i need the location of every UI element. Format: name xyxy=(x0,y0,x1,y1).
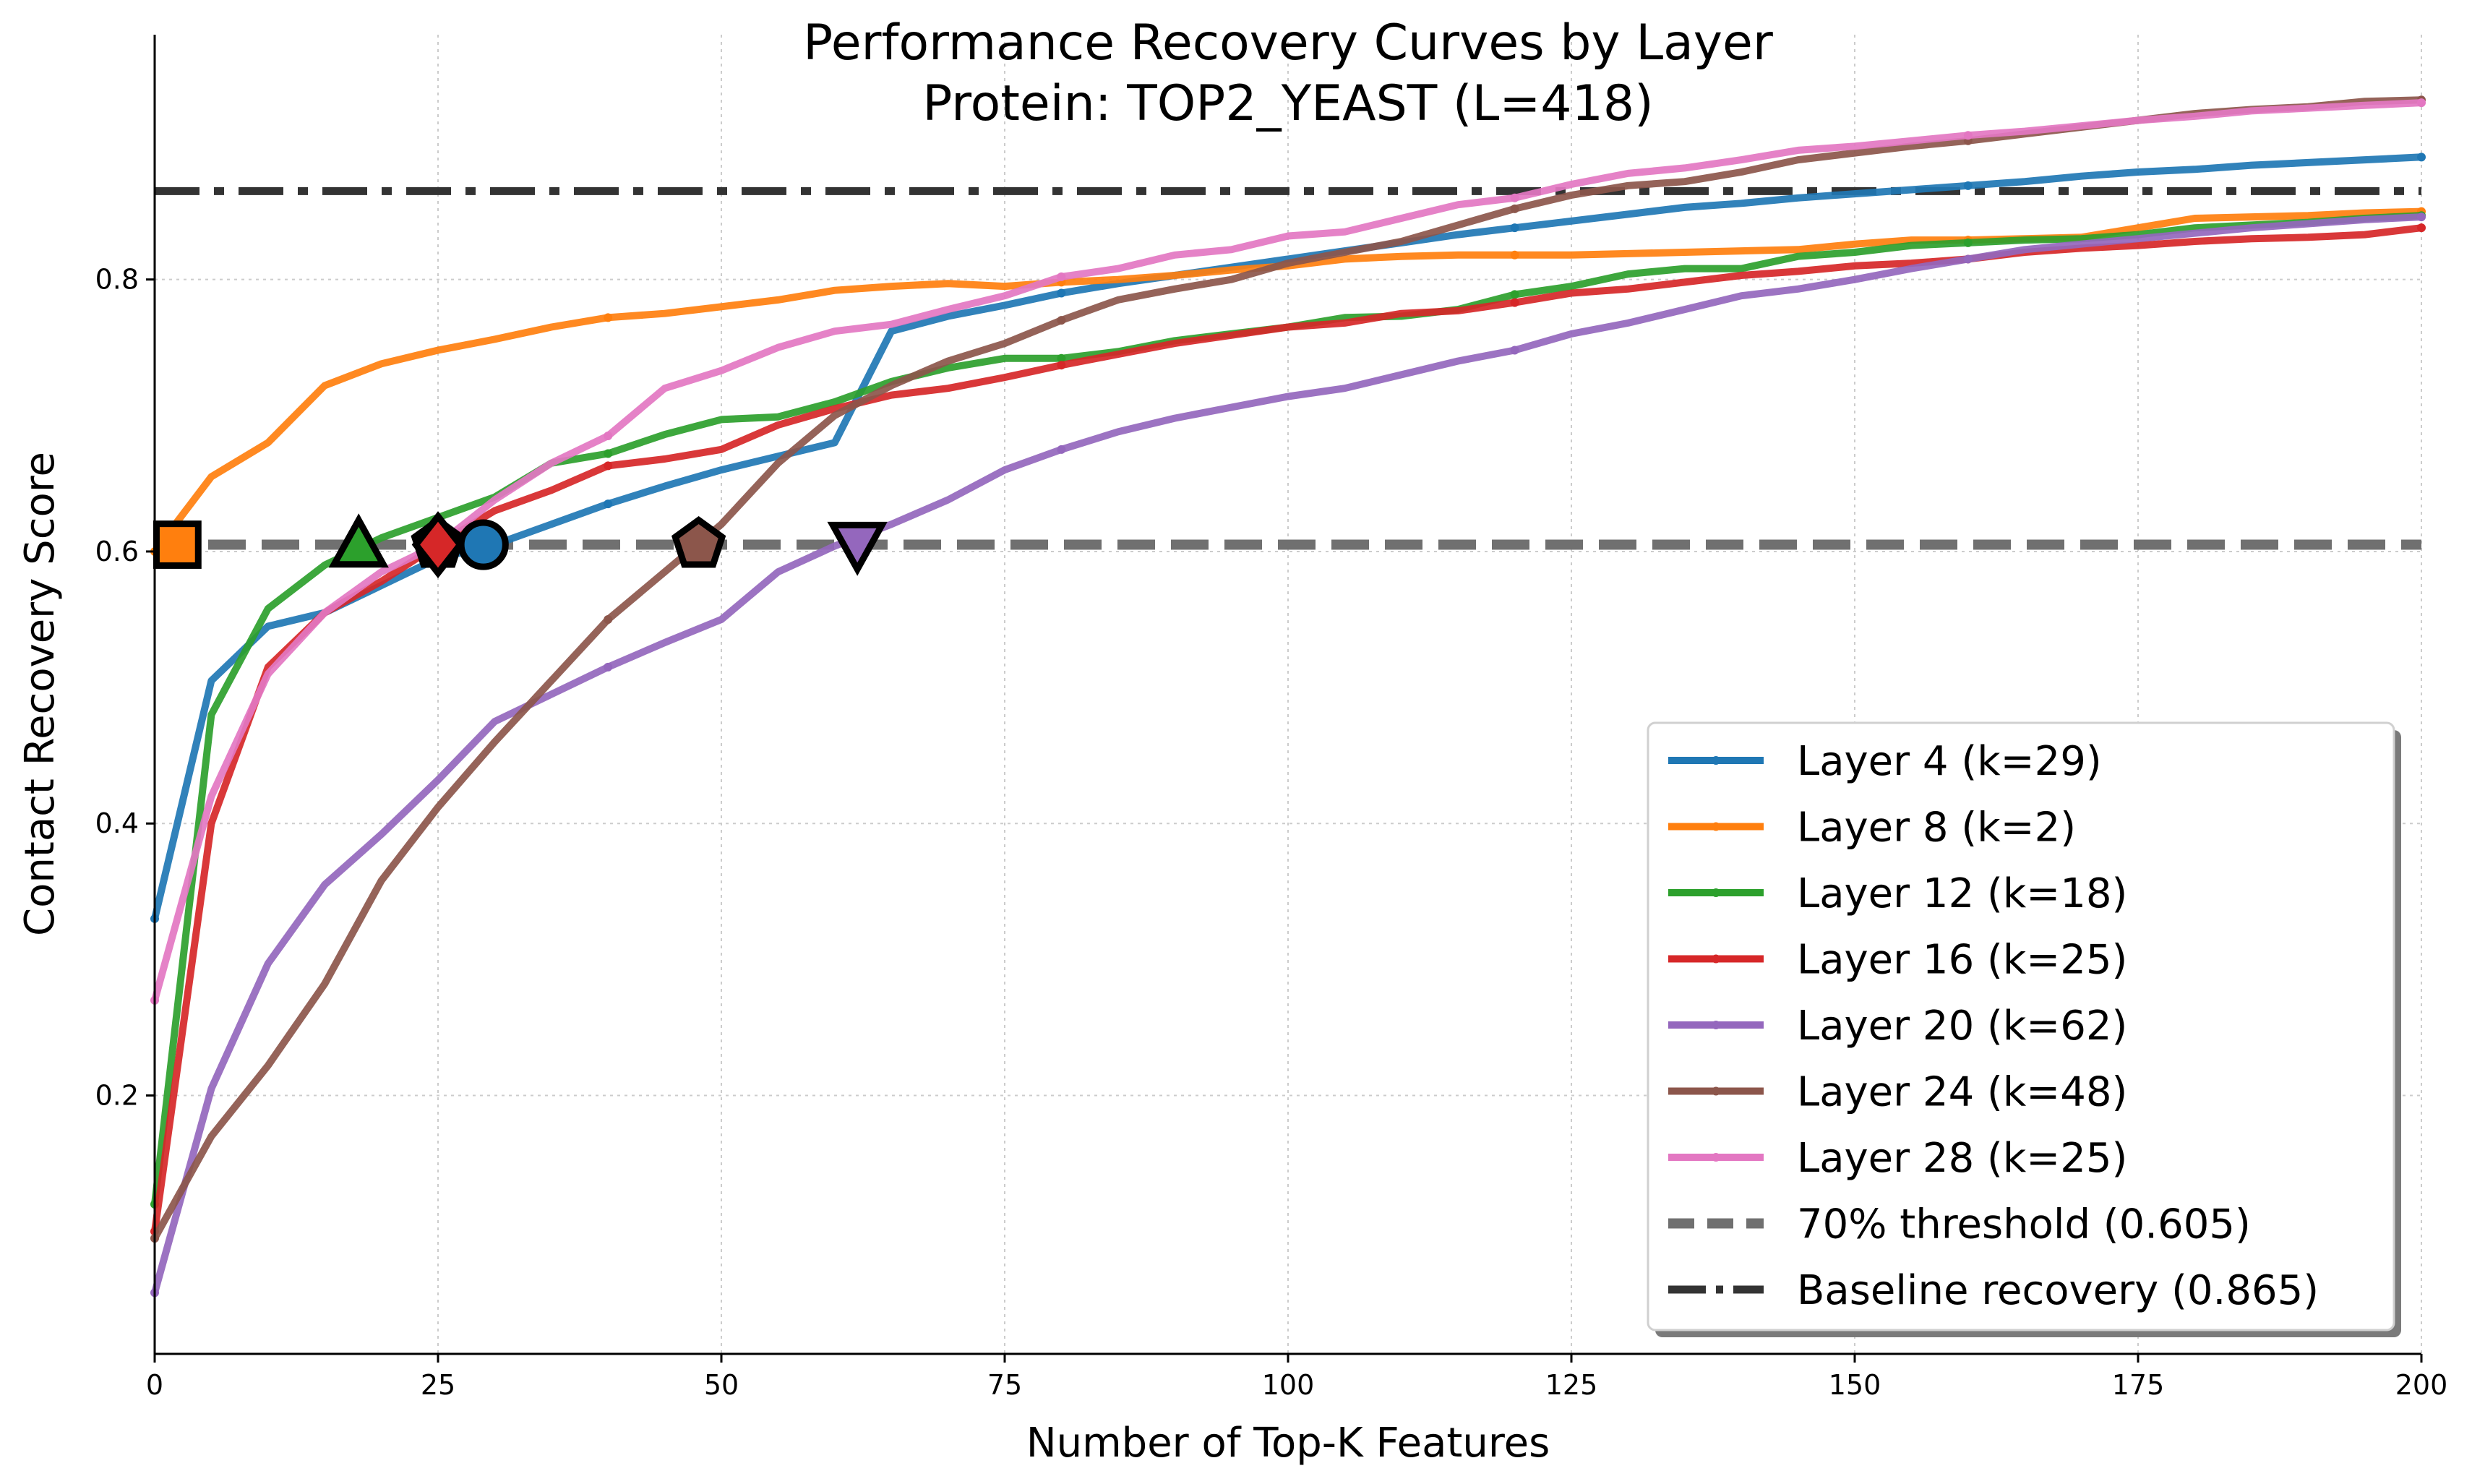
legend-swatch-dot xyxy=(1712,1153,1720,1162)
series-line xyxy=(151,153,2425,922)
legend: Layer 4 (k=29) Layer 8 (k=2) Layer 12 (k=1… xyxy=(1647,721,2401,1337)
data-point xyxy=(1510,250,1519,260)
x-tick-label: 25 xyxy=(421,1369,455,1401)
data-point xyxy=(604,662,613,672)
legend-label: Layer 8 (k=2) xyxy=(1797,805,2076,852)
data-point xyxy=(1963,238,1973,247)
legend-label: Layer 28 (k=25) xyxy=(1797,1135,2127,1182)
data-point xyxy=(2417,153,2426,162)
diamond-marker xyxy=(411,511,465,578)
data-point xyxy=(1057,272,1066,281)
data-point xyxy=(2417,223,2426,233)
data-point xyxy=(1963,254,1973,264)
legend-swatch-dot xyxy=(1712,1021,1720,1029)
reference-lines xyxy=(155,186,2421,550)
y-tick-label: 0.6 xyxy=(95,536,139,567)
data-point xyxy=(604,313,613,322)
series-line xyxy=(151,99,2425,1004)
y-tick-label: 0.8 xyxy=(95,264,139,296)
series-6 xyxy=(150,98,2426,1005)
legend-label: Layer 24 (k=48) xyxy=(1797,1069,2127,1116)
data-point xyxy=(1510,204,1519,213)
data-point xyxy=(604,449,613,458)
data-point xyxy=(1057,353,1066,363)
legend-label: Layer 12 (k=18) xyxy=(1797,870,2127,917)
data-point xyxy=(1057,445,1066,454)
legend-label: Layer 4 (k=29) xyxy=(1797,738,2102,785)
legend-swatch-dot xyxy=(1712,756,1720,765)
triangle-down-marker xyxy=(827,521,888,576)
data-point xyxy=(2417,98,2426,108)
legend-swatch-dot xyxy=(1712,888,1720,897)
pentagon-marker xyxy=(671,515,726,568)
data-point xyxy=(1963,131,1973,140)
data-point xyxy=(1057,316,1066,325)
threshold-markers xyxy=(153,511,888,578)
x-tick-label: 200 xyxy=(2395,1369,2448,1401)
data-point xyxy=(1510,193,1519,202)
titles: Performance Recovery Curves by Layer Pro… xyxy=(17,14,1773,1467)
legend-label: Layer 16 (k=25) xyxy=(1797,937,2127,984)
data-point xyxy=(604,499,613,509)
data-point xyxy=(1963,181,1973,190)
data-point xyxy=(604,461,613,471)
circle-marker xyxy=(458,519,509,570)
x-axis-label: Number of Top-K Features xyxy=(1026,1420,1550,1467)
x-tick-label: 150 xyxy=(1829,1369,1881,1401)
y-axis-label: Contact Recovery Score xyxy=(17,452,64,936)
legend-label: Baseline recovery (0.865) xyxy=(1797,1267,2319,1314)
chart-subtitle: Protein: TOP2_YEAST (L=418) xyxy=(922,75,1653,132)
data-point xyxy=(2417,213,2426,222)
data-point xyxy=(1057,361,1066,370)
data-point xyxy=(604,432,613,441)
data-point xyxy=(604,615,613,625)
series-lines xyxy=(150,95,2426,1298)
y-tick-label: 0.4 xyxy=(95,807,139,839)
ticks: 0 25 50 75 100 125 150 175 200 0.2 0.4 0.6 0.8 xyxy=(95,264,2448,1401)
data-point xyxy=(1510,298,1519,307)
x-tick-label: 50 xyxy=(704,1369,739,1401)
legend-swatch-dot xyxy=(1712,954,1720,964)
legend-label: Layer 20 (k=62) xyxy=(1797,1003,2127,1050)
data-point xyxy=(1510,290,1519,299)
y-tick-label: 0.2 xyxy=(95,1080,139,1112)
legend-label: 70% threshold (0.605) xyxy=(1797,1201,2251,1248)
x-tick-label: 175 xyxy=(2112,1369,2165,1401)
x-tick-label: 125 xyxy=(1545,1369,1598,1401)
data-point xyxy=(1510,346,1519,355)
x-tick-label: 75 xyxy=(987,1369,1022,1401)
square-marker xyxy=(153,520,202,569)
legend-swatch-dot xyxy=(1712,822,1720,831)
data-point xyxy=(1510,223,1519,233)
chart-title: Performance Recovery Curves by Layer xyxy=(803,14,1773,72)
legend-swatch-dot xyxy=(1712,1086,1720,1096)
series-0 xyxy=(150,153,2426,923)
x-tick-label: 0 xyxy=(146,1369,163,1401)
x-tick-label: 100 xyxy=(1262,1369,1315,1401)
triangle-up-marker xyxy=(328,513,389,568)
data-point xyxy=(1057,288,1066,298)
legend-box xyxy=(1647,721,2395,1331)
